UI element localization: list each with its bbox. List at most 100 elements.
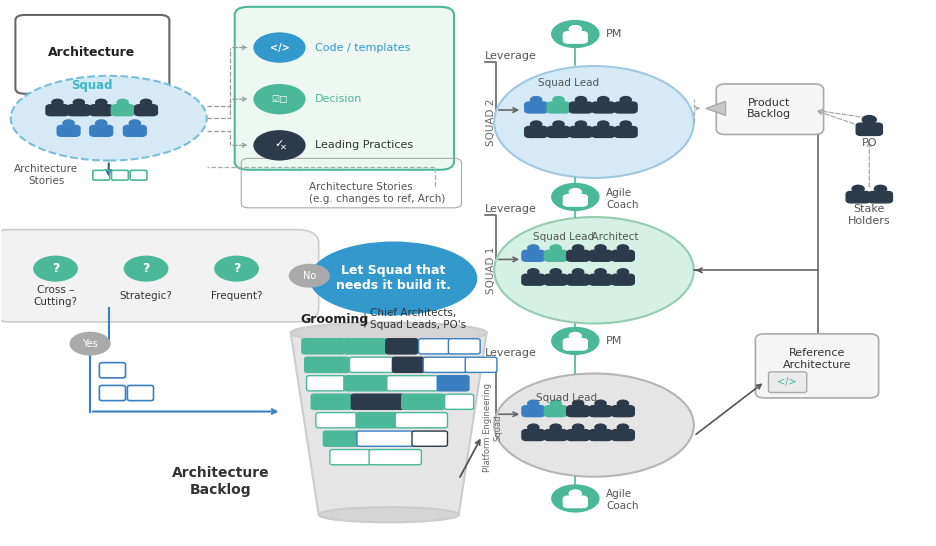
FancyBboxPatch shape: [563, 339, 587, 350]
FancyBboxPatch shape: [525, 102, 548, 113]
Circle shape: [576, 121, 587, 128]
FancyBboxPatch shape: [611, 274, 635, 285]
Text: </>: </>: [778, 377, 797, 387]
Circle shape: [862, 116, 876, 124]
Text: Leading Practices: Leading Practices: [314, 140, 413, 150]
Circle shape: [553, 97, 564, 103]
FancyBboxPatch shape: [387, 376, 439, 391]
Circle shape: [124, 256, 168, 282]
Circle shape: [569, 490, 581, 497]
Circle shape: [618, 245, 628, 251]
FancyBboxPatch shape: [548, 102, 570, 113]
Text: SQUAD 1: SQUAD 1: [487, 247, 496, 294]
FancyBboxPatch shape: [445, 394, 474, 410]
Text: ?: ?: [233, 262, 241, 275]
Text: </>: </>: [270, 43, 289, 52]
FancyBboxPatch shape: [423, 357, 468, 372]
Ellipse shape: [494, 217, 694, 324]
FancyBboxPatch shape: [592, 127, 615, 138]
FancyBboxPatch shape: [344, 339, 387, 354]
Circle shape: [33, 256, 78, 282]
Polygon shape: [706, 102, 725, 115]
FancyBboxPatch shape: [46, 105, 68, 116]
FancyBboxPatch shape: [566, 406, 590, 417]
Circle shape: [140, 99, 152, 106]
Circle shape: [569, 26, 581, 33]
Circle shape: [569, 333, 581, 340]
FancyBboxPatch shape: [311, 394, 352, 410]
FancyBboxPatch shape: [0, 229, 318, 322]
FancyBboxPatch shape: [545, 250, 567, 262]
FancyBboxPatch shape: [307, 376, 344, 391]
Circle shape: [551, 183, 600, 211]
FancyBboxPatch shape: [369, 449, 421, 465]
Text: Yes: Yes: [82, 339, 98, 348]
FancyBboxPatch shape: [563, 32, 587, 43]
FancyBboxPatch shape: [856, 123, 883, 135]
Circle shape: [254, 32, 306, 63]
Text: No: No: [302, 271, 316, 281]
Ellipse shape: [494, 66, 694, 178]
Text: ☑□: ☑□: [271, 94, 287, 104]
FancyBboxPatch shape: [522, 430, 545, 441]
FancyBboxPatch shape: [448, 339, 480, 354]
FancyBboxPatch shape: [235, 7, 454, 170]
Ellipse shape: [310, 241, 477, 316]
FancyBboxPatch shape: [611, 406, 635, 417]
FancyBboxPatch shape: [344, 376, 388, 391]
Circle shape: [528, 400, 539, 407]
Circle shape: [598, 97, 609, 103]
FancyBboxPatch shape: [135, 105, 157, 116]
FancyBboxPatch shape: [57, 126, 80, 136]
Circle shape: [69, 331, 110, 355]
FancyBboxPatch shape: [522, 406, 545, 417]
Text: Squad: Squad: [71, 79, 113, 92]
Text: Code / templates: Code / templates: [314, 43, 410, 52]
Circle shape: [129, 120, 140, 127]
FancyBboxPatch shape: [611, 430, 635, 441]
Text: Chief Architects,
Squad Leads, PO's: Chief Architects, Squad Leads, PO's: [370, 308, 466, 330]
Circle shape: [95, 99, 107, 106]
Circle shape: [621, 121, 631, 128]
Text: Squad Lead: Squad Lead: [534, 232, 594, 241]
FancyBboxPatch shape: [437, 376, 469, 391]
FancyBboxPatch shape: [418, 339, 450, 354]
FancyBboxPatch shape: [323, 431, 358, 446]
Circle shape: [576, 97, 587, 103]
Text: Grooming: Grooming: [300, 313, 368, 325]
FancyBboxPatch shape: [589, 274, 612, 285]
FancyBboxPatch shape: [124, 126, 146, 136]
FancyBboxPatch shape: [351, 394, 403, 410]
FancyBboxPatch shape: [569, 102, 592, 113]
FancyBboxPatch shape: [566, 274, 590, 285]
FancyBboxPatch shape: [545, 430, 567, 441]
Text: ?: ?: [142, 262, 150, 275]
Circle shape: [51, 99, 63, 106]
FancyBboxPatch shape: [67, 105, 90, 116]
Text: Squad Lead: Squad Lead: [538, 78, 599, 88]
Text: Product
Backlog: Product Backlog: [747, 98, 792, 119]
Text: ✕: ✕: [280, 143, 286, 152]
FancyBboxPatch shape: [111, 105, 134, 116]
FancyBboxPatch shape: [563, 496, 587, 508]
Text: Squad Lead: Squad Lead: [536, 393, 597, 403]
Text: SQUAD 2: SQUAD 2: [487, 98, 496, 146]
Circle shape: [852, 185, 864, 192]
Circle shape: [531, 121, 542, 128]
Text: Strategic?: Strategic?: [120, 291, 172, 301]
Circle shape: [874, 185, 886, 192]
Text: Architecture
Stories: Architecture Stories: [14, 164, 79, 186]
Text: Agile
Coach: Agile Coach: [607, 489, 638, 511]
Circle shape: [618, 424, 628, 431]
Text: Architecture
Backlog: Architecture Backlog: [172, 466, 270, 497]
FancyBboxPatch shape: [329, 449, 371, 465]
FancyBboxPatch shape: [522, 250, 545, 262]
FancyBboxPatch shape: [563, 195, 587, 206]
Text: Platform Engineering
Squad: Platform Engineering Squad: [484, 383, 503, 472]
Text: Reference
Architecture: Reference Architecture: [782, 348, 851, 370]
Circle shape: [550, 269, 562, 275]
FancyBboxPatch shape: [614, 102, 637, 113]
Circle shape: [214, 256, 259, 282]
Circle shape: [551, 20, 600, 48]
FancyBboxPatch shape: [392, 357, 424, 372]
